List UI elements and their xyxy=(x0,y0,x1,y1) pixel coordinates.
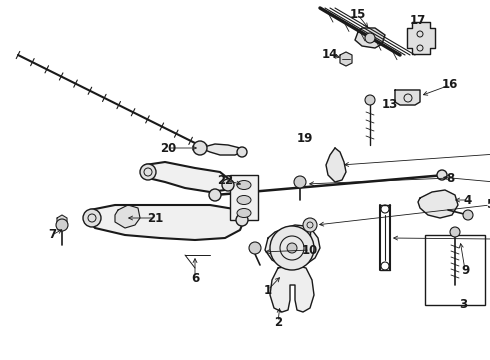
Text: 8: 8 xyxy=(446,171,454,184)
Polygon shape xyxy=(418,190,458,218)
Polygon shape xyxy=(57,215,67,228)
Circle shape xyxy=(294,176,306,188)
Polygon shape xyxy=(340,52,352,66)
Text: 19: 19 xyxy=(297,131,313,144)
Circle shape xyxy=(56,219,68,231)
Circle shape xyxy=(83,209,101,227)
Text: 22: 22 xyxy=(217,174,233,186)
Circle shape xyxy=(237,147,247,157)
Ellipse shape xyxy=(237,180,251,189)
Circle shape xyxy=(209,189,221,201)
Polygon shape xyxy=(200,144,242,155)
Text: 9: 9 xyxy=(461,264,469,276)
Text: 20: 20 xyxy=(160,141,176,154)
Text: 7: 7 xyxy=(48,229,56,242)
Circle shape xyxy=(140,164,156,180)
Circle shape xyxy=(222,179,234,191)
Text: 4: 4 xyxy=(464,194,472,207)
Circle shape xyxy=(450,227,460,237)
Text: 2: 2 xyxy=(274,315,282,328)
Text: 5: 5 xyxy=(486,198,490,211)
Text: 1: 1 xyxy=(264,284,272,297)
Circle shape xyxy=(270,226,314,270)
Text: 17: 17 xyxy=(410,13,426,27)
Polygon shape xyxy=(88,205,245,240)
Text: 14: 14 xyxy=(322,49,338,62)
Circle shape xyxy=(365,33,375,43)
Text: 13: 13 xyxy=(382,99,398,112)
Text: 15: 15 xyxy=(350,9,366,22)
Polygon shape xyxy=(142,162,230,192)
Circle shape xyxy=(365,95,375,105)
Circle shape xyxy=(193,141,207,155)
Polygon shape xyxy=(115,205,140,228)
Text: 10: 10 xyxy=(302,243,318,256)
Text: 3: 3 xyxy=(459,298,467,311)
Text: 21: 21 xyxy=(147,211,163,225)
Ellipse shape xyxy=(237,195,251,204)
Circle shape xyxy=(437,170,447,180)
Circle shape xyxy=(303,218,317,232)
Bar xyxy=(425,235,485,305)
Polygon shape xyxy=(355,28,385,48)
Polygon shape xyxy=(395,90,420,105)
Circle shape xyxy=(463,210,473,220)
Text: 16: 16 xyxy=(442,78,458,91)
Circle shape xyxy=(287,243,297,253)
Polygon shape xyxy=(265,225,320,268)
Text: 6: 6 xyxy=(191,271,199,284)
Circle shape xyxy=(236,214,248,226)
Ellipse shape xyxy=(237,208,251,217)
Bar xyxy=(230,175,258,220)
Polygon shape xyxy=(407,22,435,54)
Polygon shape xyxy=(326,148,346,182)
Circle shape xyxy=(249,242,261,254)
Polygon shape xyxy=(270,265,314,312)
